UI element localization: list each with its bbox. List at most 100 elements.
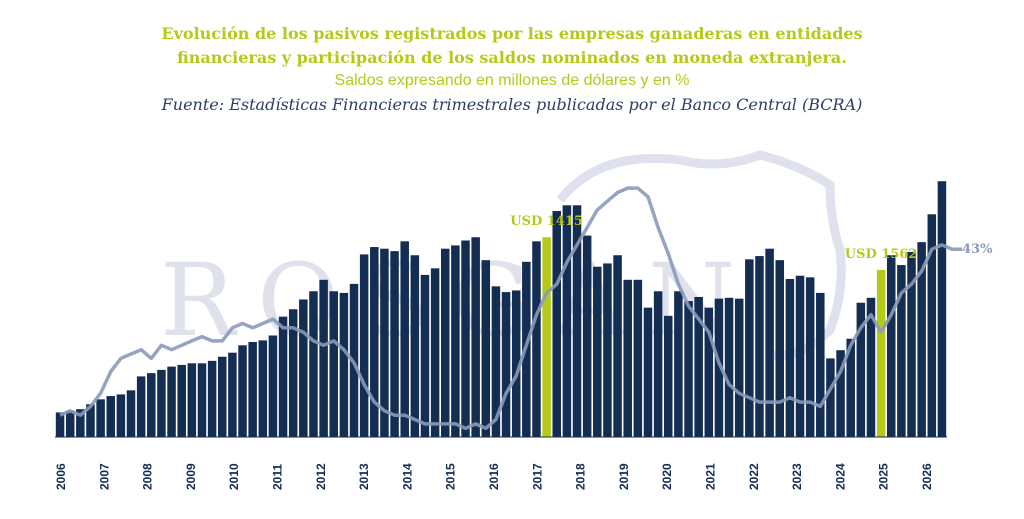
bar bbox=[795, 275, 805, 437]
bar bbox=[684, 301, 693, 437]
bar bbox=[613, 255, 622, 437]
bar bbox=[785, 278, 795, 437]
bar bbox=[187, 363, 197, 437]
line-end-label: 43% bbox=[962, 242, 993, 257]
bar bbox=[410, 255, 420, 437]
bar bbox=[552, 211, 561, 437]
data-label: USD 1562 bbox=[845, 247, 918, 262]
bar bbox=[461, 240, 470, 437]
bar bbox=[511, 290, 521, 437]
bar bbox=[420, 274, 430, 437]
bar bbox=[816, 292, 825, 437]
x-tick-label: 2008 bbox=[141, 463, 155, 490]
bar bbox=[674, 291, 683, 437]
bar bbox=[228, 352, 237, 437]
bar bbox=[207, 360, 217, 437]
x-tick-label: 2015 bbox=[444, 463, 458, 490]
x-axis-labels: 2006 2007 2008 2009 2010 2011 2012 2013 2014 2015… bbox=[54, 463, 934, 490]
x-tick-label: 2025 bbox=[877, 463, 891, 490]
bar bbox=[167, 366, 176, 437]
bar bbox=[440, 248, 450, 437]
bar bbox=[248, 342, 257, 437]
bar bbox=[775, 260, 784, 437]
bar bbox=[714, 298, 724, 437]
x-tick-label: 2010 bbox=[227, 463, 241, 490]
bar bbox=[907, 251, 916, 437]
x-tick-label: 2022 bbox=[747, 463, 761, 490]
bar bbox=[856, 302, 866, 437]
bar bbox=[451, 245, 460, 437]
bar bbox=[309, 291, 318, 437]
bar bbox=[897, 265, 906, 437]
bar bbox=[937, 181, 947, 437]
bar bbox=[278, 316, 288, 437]
x-tick-label: 2024 bbox=[833, 463, 847, 490]
watermark-cow-outline bbox=[556, 150, 846, 361]
bar bbox=[886, 255, 896, 437]
x-tick-label: 2020 bbox=[660, 463, 674, 490]
bar bbox=[643, 307, 653, 437]
x-tick-label: 2013 bbox=[357, 463, 371, 490]
x-tick-label: 2006 bbox=[54, 463, 68, 490]
bar bbox=[653, 291, 663, 437]
bar bbox=[866, 297, 876, 437]
bar bbox=[633, 279, 643, 437]
x-tick-label: 2016 bbox=[487, 463, 501, 490]
bar bbox=[177, 364, 186, 437]
bar bbox=[197, 363, 207, 437]
bar bbox=[268, 335, 278, 437]
bar bbox=[593, 266, 602, 437]
bar bbox=[724, 297, 734, 437]
bar bbox=[96, 399, 105, 437]
x-tick-label: 2018 bbox=[574, 463, 588, 490]
bar bbox=[217, 356, 227, 437]
bar bbox=[876, 269, 886, 437]
bar bbox=[805, 277, 815, 437]
bar bbox=[157, 369, 166, 437]
bar bbox=[359, 254, 369, 437]
data-label: USD 1415 bbox=[510, 214, 583, 229]
bar bbox=[147, 373, 156, 437]
line-path bbox=[59, 186, 963, 431]
bar bbox=[836, 350, 845, 437]
x-tick-label: 2017 bbox=[530, 463, 544, 490]
annotations: USD 1415 USD 1562 43% bbox=[510, 214, 993, 262]
x-tick-label: 2021 bbox=[704, 463, 718, 490]
bar bbox=[532, 241, 541, 437]
x-tick-label: 2019 bbox=[617, 463, 631, 490]
bar bbox=[542, 237, 551, 437]
bar bbox=[572, 205, 582, 437]
bar bbox=[65, 410, 75, 437]
x-tick-label: 2007 bbox=[97, 463, 111, 490]
x-tick-label: 2012 bbox=[314, 463, 328, 490]
bar bbox=[76, 409, 85, 437]
x-tick-label: 2011 bbox=[271, 464, 285, 490]
chart-subtitle: Saldos expresando en millones de dólares… bbox=[334, 72, 690, 89]
bar bbox=[755, 256, 764, 437]
chart-title-line-2: financieras y participación de los saldo… bbox=[177, 48, 847, 67]
bar bbox=[582, 235, 592, 437]
bar bbox=[694, 296, 703, 437]
bar bbox=[734, 298, 744, 437]
x-tick-label: 2023 bbox=[790, 463, 804, 490]
bar bbox=[86, 404, 95, 437]
bar bbox=[339, 292, 349, 437]
bar bbox=[562, 205, 572, 437]
bar bbox=[106, 396, 115, 437]
bar bbox=[481, 260, 491, 437]
bar bbox=[390, 251, 399, 437]
chart-title-line-1: Evolución de los pasivos registrados por… bbox=[161, 24, 863, 43]
bar-series bbox=[55, 181, 947, 437]
bar bbox=[917, 242, 926, 437]
bar bbox=[55, 412, 65, 437]
bar bbox=[299, 299, 308, 437]
bar bbox=[116, 394, 126, 437]
bar bbox=[501, 292, 511, 437]
bar bbox=[319, 279, 328, 437]
bar bbox=[704, 307, 714, 437]
bar bbox=[430, 268, 440, 437]
bar bbox=[400, 241, 409, 437]
x-tick-label: 2009 bbox=[184, 463, 198, 490]
bar bbox=[380, 248, 389, 437]
